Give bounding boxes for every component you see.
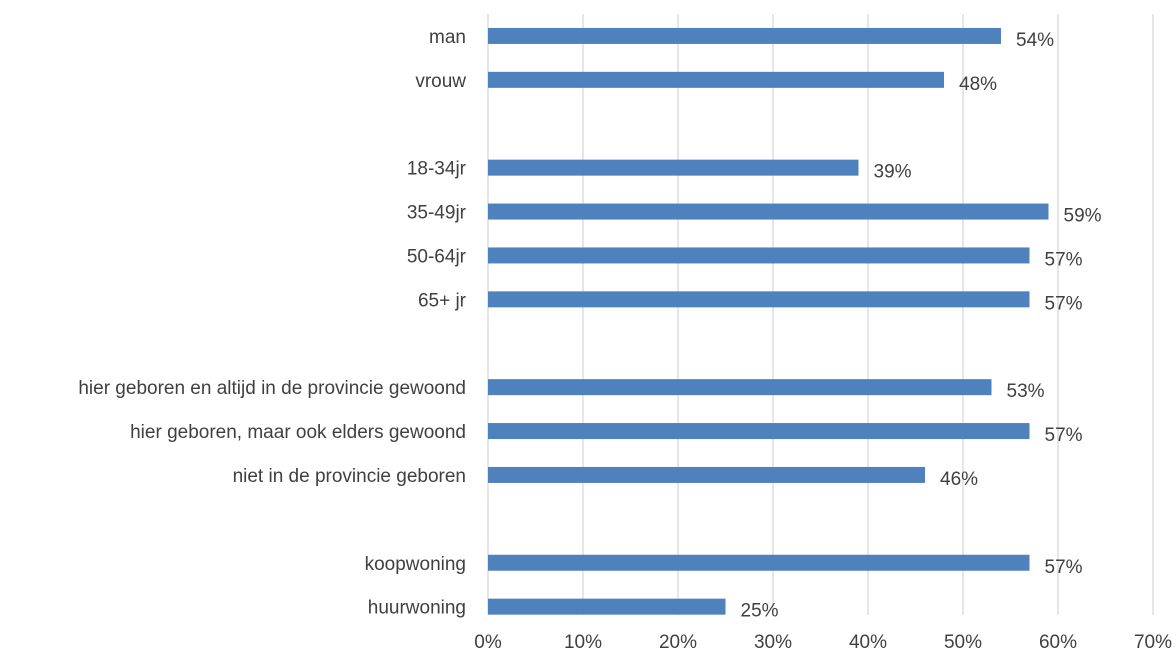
bars (488, 27, 1049, 615)
category-label: huurwoning (368, 598, 466, 619)
data-label: 46% (940, 469, 978, 490)
category-label: vrouw (415, 71, 466, 92)
category-label: 18-34jr (407, 159, 467, 180)
category-label: 35-49jr (407, 203, 467, 224)
category-label: hier geboren en altijd in de provincie g… (78, 378, 466, 399)
category-label: niet in de provincie geboren (233, 466, 466, 487)
x-tick-label: 50% (944, 632, 982, 653)
data-label: 48% (959, 74, 997, 95)
bar (488, 71, 944, 88)
bar (488, 423, 1030, 440)
data-label: 54% (1016, 30, 1054, 51)
bar (488, 247, 1030, 264)
data-label: 25% (741, 601, 779, 622)
data-label: 39% (874, 162, 912, 183)
category-label: man (429, 27, 466, 48)
data-label: 59% (1064, 206, 1102, 227)
bar (488, 27, 1001, 44)
bar (488, 466, 925, 483)
x-tick-label: 40% (849, 632, 887, 653)
x-tick-label: 60% (1039, 632, 1077, 653)
data-label: 57% (1045, 293, 1083, 314)
x-tick-label: 0% (474, 632, 502, 653)
bar (488, 291, 1030, 308)
category-label: 65+ jr (418, 290, 467, 311)
x-tick-label: 10% (564, 632, 602, 653)
category-label: 50-64jr (407, 246, 467, 267)
x-tick-label: 20% (659, 632, 697, 653)
data-label: 57% (1045, 557, 1083, 578)
bar (488, 554, 1030, 571)
data-label: 57% (1045, 425, 1083, 446)
category-labels: man vrouw 18-34jr 35-49jr 50-64jr 65+ jr hier … (78, 27, 466, 619)
data-label: 53% (1007, 381, 1045, 402)
x-tick-label: 70% (1134, 632, 1172, 653)
bar (488, 203, 1049, 220)
data-label: 57% (1045, 249, 1083, 270)
bar (488, 159, 859, 176)
bar (488, 598, 726, 615)
bar (488, 379, 992, 396)
category-label: koopwoning (365, 554, 466, 575)
x-tick-label: 30% (754, 632, 792, 653)
gridlines (487, 14, 1154, 615)
category-label: hier geboren, maar ook elders gewoond (130, 422, 466, 443)
x-axis-tick-labels: 0% 10% 20% 30% 40% 50% 60% 70% (474, 632, 1172, 653)
data-labels: 54% 48% 39% 59% 57% 57% 53% 57% 46% 57% 25% (741, 30, 1102, 622)
